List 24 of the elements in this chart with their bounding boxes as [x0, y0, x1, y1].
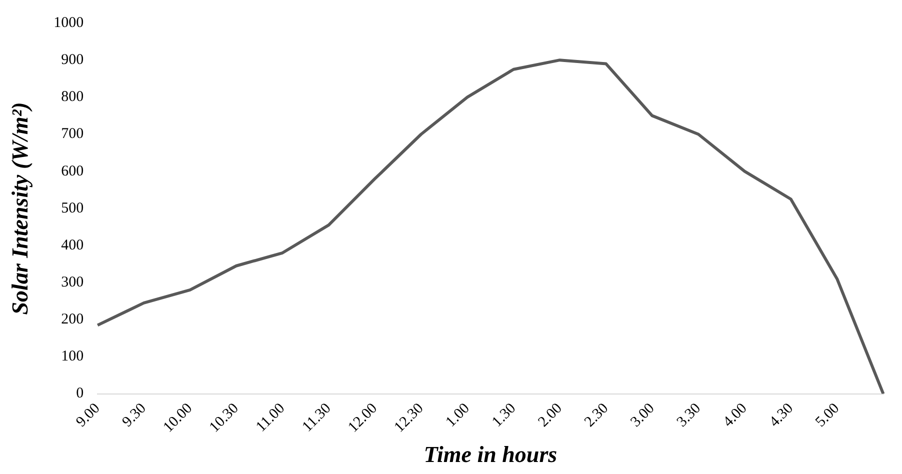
- y-tick-label: 600: [61, 163, 84, 180]
- y-tick-label: 800: [61, 89, 84, 106]
- y-tick-label: 900: [61, 52, 84, 68]
- x-tick-label: 2.00: [535, 400, 566, 430]
- y-tick-label: 100: [61, 348, 84, 365]
- x-tick-label: 1.30: [489, 400, 520, 430]
- x-tick-label: 4.30: [766, 400, 796, 430]
- x-axis-title: Time in hours: [424, 442, 558, 468]
- y-tick-label: 500: [61, 200, 84, 216]
- y-tick-label: 200: [61, 312, 84, 328]
- y-tick-label: 700: [61, 126, 84, 142]
- x-tick-label: 3.00: [628, 400, 658, 430]
- x-tick-label: 5.00: [812, 400, 843, 430]
- y-tick-label: 0: [76, 386, 84, 402]
- x-tick-label: 9.00: [73, 400, 104, 430]
- x-tick-label: 1.00: [443, 400, 473, 430]
- y-tick-label: 1000: [54, 14, 84, 31]
- y-tick-label: 300: [61, 274, 84, 291]
- x-tick-label: 3.30: [674, 400, 704, 430]
- x-tick-label: 4.00: [720, 400, 750, 430]
- x-tick-label: 9.30: [120, 400, 150, 430]
- y-axis-title: Solar Intensity (W/m²): [8, 102, 33, 315]
- x-tick-label: 2.30: [582, 400, 612, 430]
- y-tick-label: 400: [61, 237, 84, 254]
